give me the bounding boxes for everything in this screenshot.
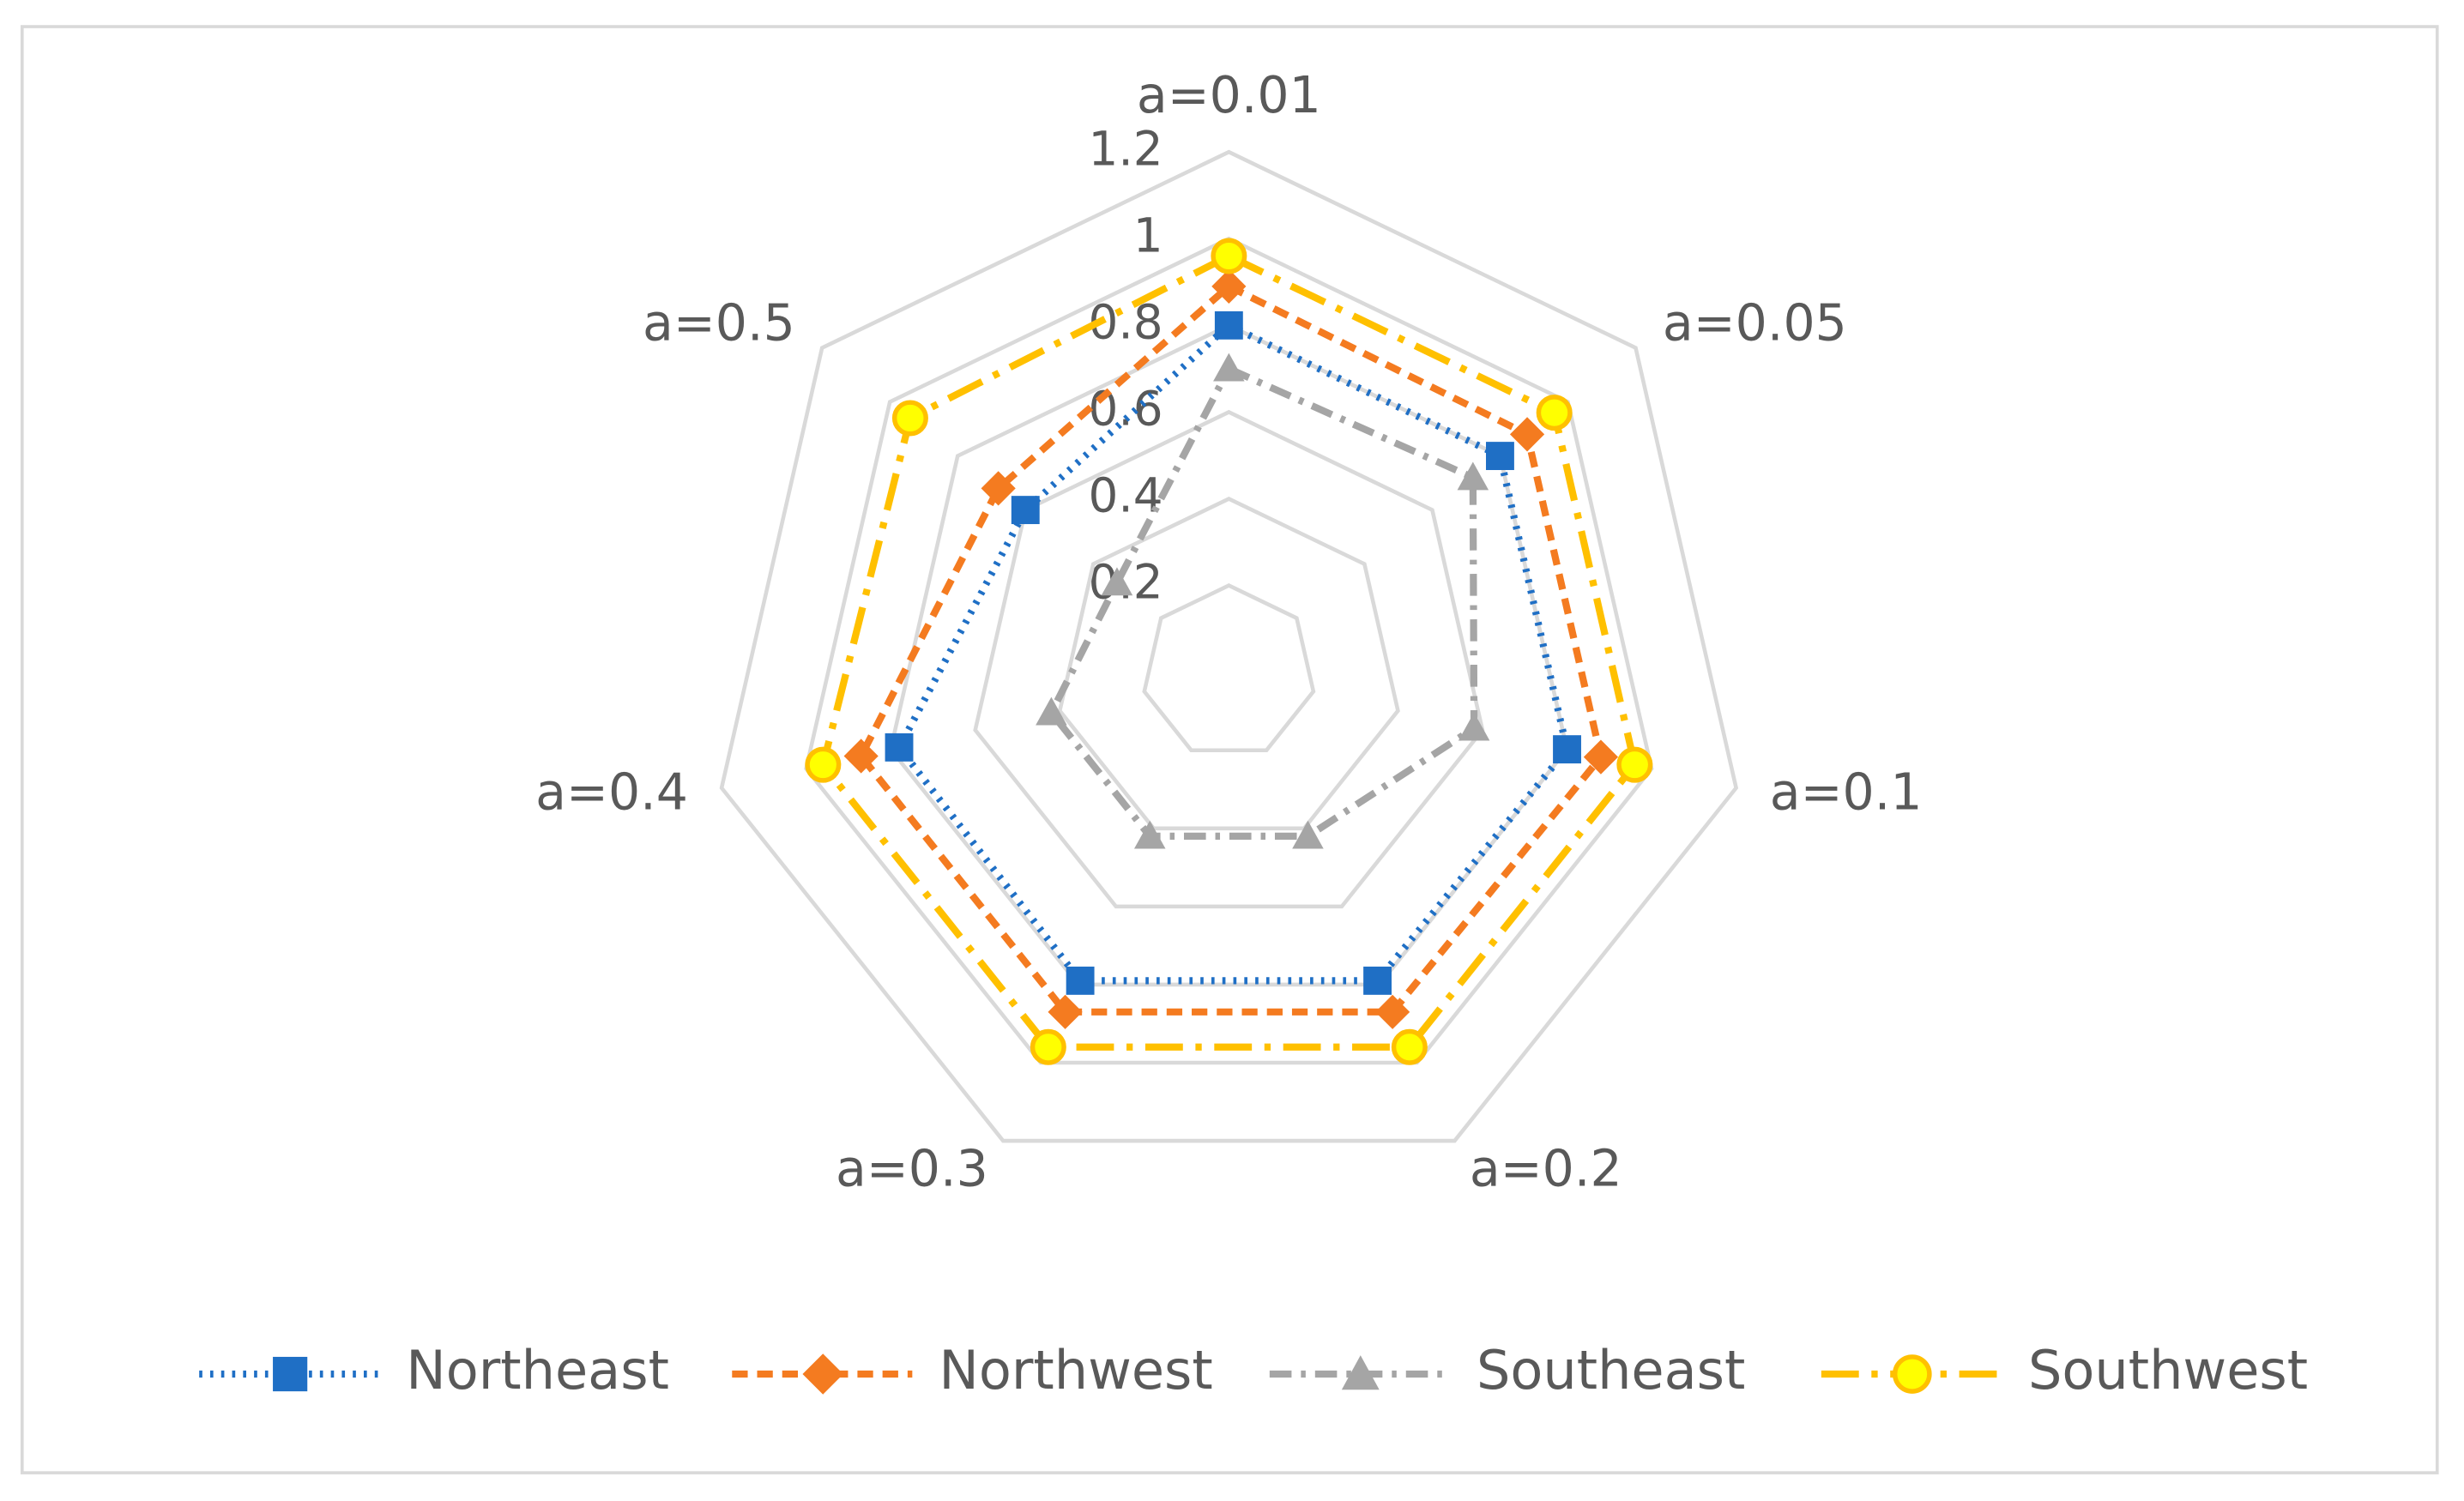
marker <box>1292 820 1324 849</box>
marker <box>1101 567 1133 596</box>
category-label: a=0.05 <box>1663 294 1847 353</box>
r-tick-label: 0.6 <box>1088 382 1163 437</box>
legend-label: Southwest <box>2028 1339 2308 1402</box>
r-tick-label: 1.2 <box>1088 121 1163 176</box>
marker <box>1536 395 1573 431</box>
grid-line <box>1142 583 1316 753</box>
marker <box>1363 966 1392 995</box>
marker <box>805 746 842 783</box>
r-tick-label: 0.4 <box>1088 468 1163 523</box>
legend-marker <box>1341 1355 1380 1390</box>
category-label: a=0.2 <box>1470 1139 1622 1197</box>
legend-marker <box>273 1356 308 1392</box>
marker <box>1066 966 1095 995</box>
legend-label: Northwest <box>939 1339 1212 1402</box>
legend-marker <box>802 1353 843 1395</box>
marker <box>1133 820 1166 849</box>
marker <box>1211 238 1247 274</box>
marker <box>1011 496 1040 525</box>
legend-item: Southeast <box>1269 1339 1745 1402</box>
series <box>805 238 1653 1065</box>
legend-label: Northeast <box>406 1339 669 1402</box>
marker <box>1391 1028 1428 1065</box>
legend-item: Northeast <box>199 1339 669 1402</box>
category-label: a=0.01 <box>1137 66 1321 124</box>
series-line <box>856 281 1605 1016</box>
marker <box>1036 696 1067 726</box>
marker <box>1616 746 1653 783</box>
marker <box>1509 417 1545 452</box>
category-label: a=0.4 <box>535 763 688 822</box>
marker <box>891 400 928 437</box>
marker <box>1553 735 1581 764</box>
marker <box>885 732 914 762</box>
marker <box>843 738 879 774</box>
marker <box>1486 442 1514 471</box>
category-label: a=0.5 <box>643 294 795 353</box>
marker <box>1214 310 1243 340</box>
marker <box>1457 461 1489 491</box>
category-label: a=0.3 <box>836 1139 988 1197</box>
marker <box>981 471 1016 506</box>
marker <box>1458 712 1490 741</box>
series <box>885 310 1581 995</box>
legend-marker <box>1892 1354 1932 1394</box>
series-line <box>1047 364 1478 841</box>
r-tick-label: 1 <box>1133 208 1163 262</box>
legend-label: Southeast <box>1477 1339 1745 1402</box>
legend-item: Southwest <box>1821 1339 2308 1402</box>
series-line <box>818 251 1639 1051</box>
grid-line <box>973 409 1485 909</box>
series <box>1036 353 1490 849</box>
series-line <box>895 321 1571 985</box>
marker <box>1048 994 1083 1029</box>
grid-line <box>1057 496 1400 831</box>
marker <box>1030 1028 1066 1065</box>
legend-item: Northwest <box>732 1339 1213 1402</box>
grid-line <box>804 236 1654 1065</box>
marker <box>1375 994 1410 1029</box>
marker <box>1213 353 1245 382</box>
grid-line <box>719 149 1739 1143</box>
category-label: a=0.1 <box>1770 763 1923 822</box>
